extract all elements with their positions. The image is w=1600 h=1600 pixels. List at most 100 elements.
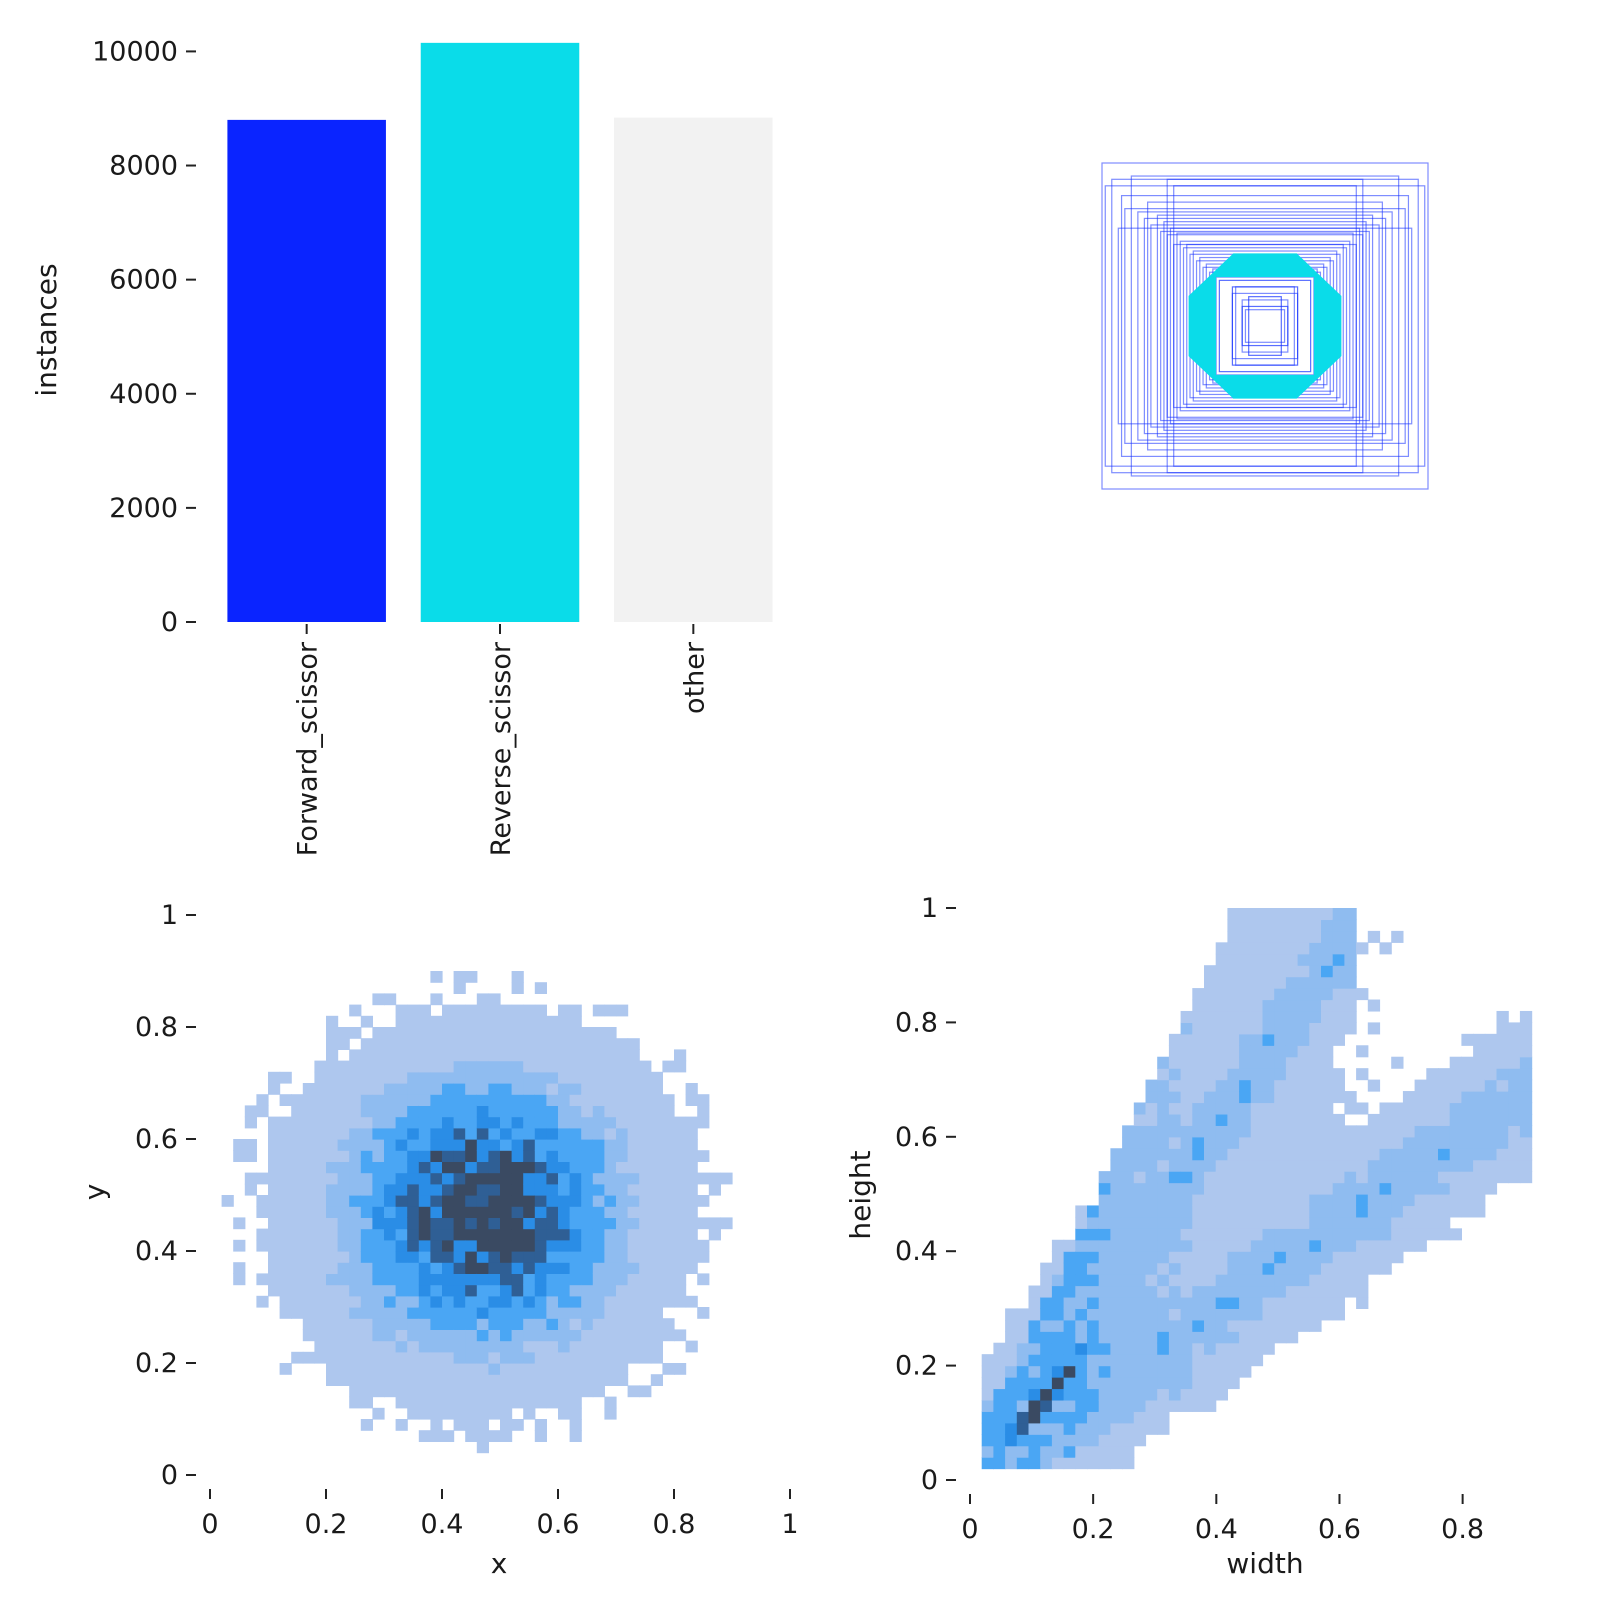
heatmap-cell	[1414, 1148, 1427, 1161]
heatmap-cell	[337, 1139, 350, 1151]
heatmap-cell	[697, 1172, 710, 1185]
heatmap-cell	[233, 1239, 246, 1252]
heatmap-cell	[1508, 1022, 1521, 1035]
heatmap-cell	[1098, 1354, 1111, 1367]
heatmap-cell	[1157, 1365, 1170, 1378]
heatmap-cell	[1449, 1079, 1462, 1092]
heatmap-cell	[476, 1150, 489, 1162]
heatmap-cell	[511, 1083, 524, 1095]
heatmap-cell	[1344, 953, 1357, 966]
heatmap-cell	[1005, 1457, 1018, 1470]
heatmap-cell	[1239, 1285, 1252, 1298]
heatmap-cell	[1274, 942, 1287, 955]
heatmap-cell	[1098, 1194, 1111, 1207]
heatmap-cell	[500, 1228, 513, 1241]
heatmap-cell	[1040, 1445, 1053, 1458]
heatmap-cell	[1122, 1194, 1135, 1207]
heatmap-cell	[1180, 1285, 1193, 1298]
heatmap-cell	[592, 1318, 605, 1330]
heatmap-cell	[1204, 1056, 1217, 1069]
heatmap-cell	[442, 1161, 455, 1174]
heatmap-cell	[981, 1411, 994, 1424]
heatmap-cell	[639, 1262, 652, 1274]
heatmap-cell	[1180, 1342, 1193, 1355]
heatmap-cell	[453, 1340, 466, 1353]
heatmap-cell	[314, 1351, 327, 1364]
heatmap-cell	[1051, 1422, 1065, 1435]
heatmap-cell	[1157, 1205, 1170, 1218]
heatmap-cell	[268, 1284, 281, 1297]
heatmap-cell	[616, 1083, 629, 1095]
heatmap-cell	[546, 1015, 559, 1028]
x-tick-label: 0.6	[537, 1509, 580, 1540]
heatmap-cell	[1122, 1216, 1135, 1229]
heatmap-cell	[476, 1430, 489, 1442]
heatmap-cell	[314, 1307, 327, 1319]
heatmap-cell	[639, 1273, 652, 1286]
heatmap-cell	[1110, 1457, 1123, 1470]
heatmap-cell	[662, 1139, 675, 1151]
heatmap-cell	[1005, 1399, 1018, 1412]
heatmap-cell	[1344, 919, 1357, 932]
heatmap-cell	[1215, 1194, 1228, 1207]
heatmap-cell	[465, 1038, 478, 1050]
heatmap-cell	[1438, 1125, 1451, 1138]
heatmap-cell	[1227, 1113, 1240, 1126]
bar-x-tick-label: Forward_scissor	[293, 641, 324, 856]
heatmap-cell	[465, 1228, 478, 1241]
heatmap-cell	[453, 1161, 466, 1174]
heatmap-cell	[488, 1150, 501, 1162]
heatmap-cell	[1262, 1068, 1275, 1081]
heatmap-cell	[627, 1049, 640, 1062]
heatmap-cell	[1204, 1045, 1217, 1058]
heatmap-cell	[616, 1038, 629, 1050]
heatmap-cell	[1274, 1056, 1287, 1069]
heatmap-cell	[326, 1161, 339, 1174]
heatmap-cell	[534, 1083, 547, 1095]
heatmap-cell	[384, 1139, 397, 1151]
heatmap-cell	[1215, 1159, 1228, 1172]
heatmap-cell	[395, 1217, 408, 1230]
heatmap-cell	[1426, 1113, 1439, 1126]
heatmap-cell	[302, 1329, 315, 1342]
heatmap-cell	[418, 1060, 431, 1073]
heatmap-cell	[1180, 1194, 1193, 1207]
heatmap-cell	[1145, 1079, 1158, 1092]
heatmap-cell	[465, 1004, 478, 1017]
heatmap-cell	[674, 1228, 687, 1241]
heatmap-cell	[326, 1049, 339, 1062]
bar-y-tick-label: 8000	[109, 151, 178, 182]
heatmap-cell	[558, 1206, 571, 1218]
heatmap-cell	[279, 1217, 292, 1230]
heatmap-cell	[1449, 1102, 1462, 1115]
heatmap-cell	[1309, 1033, 1322, 1046]
heatmap-cell	[1356, 1182, 1369, 1195]
heatmap-cell	[1344, 1136, 1357, 1149]
heatmap-cell	[569, 1083, 582, 1095]
heatmap-cell	[1356, 1125, 1369, 1138]
heatmap-cell	[592, 1351, 605, 1364]
bbox-outline	[1160, 230, 1370, 422]
heatmap-cell	[1087, 1228, 1100, 1241]
heatmap-cell	[349, 1094, 362, 1106]
heatmap-cell	[1227, 1274, 1240, 1287]
heatmap-cell	[476, 1419, 489, 1431]
heatmap-cell	[1496, 1033, 1509, 1046]
heatmap-cell	[302, 1217, 315, 1230]
heatmap-cell	[476, 1027, 489, 1039]
heatmap-cell	[256, 1228, 269, 1241]
heatmap-cell	[1321, 1159, 1334, 1172]
heatmap-cell	[1215, 1182, 1228, 1195]
heatmap-cell	[1204, 1171, 1217, 1184]
heatmap-cell	[1063, 1399, 1076, 1412]
heatmap-cell	[465, 1083, 478, 1095]
heatmap-cell	[1157, 1216, 1170, 1229]
heatmap-cell	[1285, 1045, 1299, 1058]
heatmap-cell	[442, 1217, 455, 1230]
heatmap-cell	[1309, 1079, 1322, 1092]
heatmap-cell	[395, 1027, 408, 1039]
heatmap-cell	[1192, 1125, 1205, 1138]
heatmap-cell	[511, 1318, 524, 1330]
heatmap-cell	[1051, 1411, 1065, 1424]
heatmap-cell	[1204, 1308, 1217, 1321]
